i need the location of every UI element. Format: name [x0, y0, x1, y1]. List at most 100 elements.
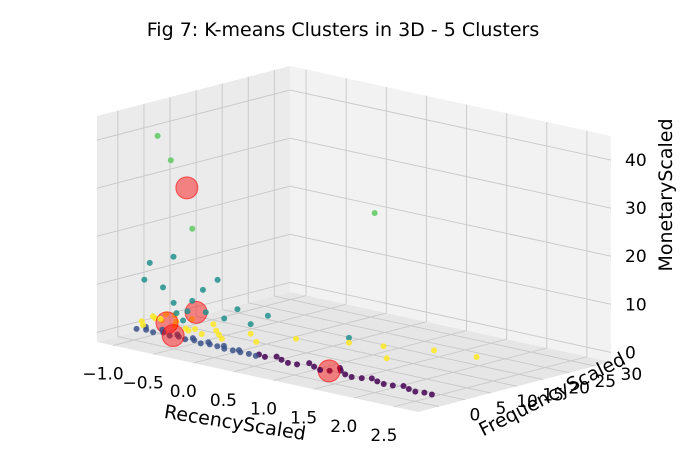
centroid-marker — [161, 324, 185, 348]
y-tick-label: 5 — [496, 399, 507, 419]
data-point — [221, 345, 228, 352]
data-point — [383, 355, 390, 362]
floor-pane — [97, 292, 611, 412]
data-point — [400, 383, 407, 390]
data-point — [368, 375, 375, 382]
data-point — [278, 356, 285, 363]
x-tick-label: 0.0 — [170, 382, 197, 402]
grid-line-x — [153, 303, 347, 355]
grid-line-z — [289, 137, 612, 209]
data-point — [141, 276, 148, 283]
grid-line-x — [233, 321, 427, 373]
data-point — [311, 363, 318, 370]
grid-line-x — [393, 356, 588, 408]
data-point — [294, 361, 301, 368]
grid-line-y — [117, 336, 439, 408]
data-point — [380, 343, 387, 350]
data-point — [160, 284, 167, 291]
x-tick-label: 2.0 — [330, 417, 357, 437]
data-point — [337, 367, 344, 374]
grid-line-z — [289, 89, 612, 161]
data-point — [150, 329, 157, 336]
data-point — [175, 333, 182, 340]
back-pane — [290, 66, 611, 362]
grid-line-y — [169, 322, 492, 394]
data-point — [358, 375, 365, 382]
centroid-marker — [175, 176, 199, 200]
grid-line-z — [289, 185, 612, 257]
data-point — [206, 341, 213, 348]
y-tick-label: 10 — [516, 392, 538, 412]
data-point — [163, 311, 170, 318]
data-point — [237, 349, 244, 356]
data-point — [412, 388, 419, 395]
data-point — [214, 276, 221, 283]
data-point — [421, 389, 428, 396]
tick-labels: −1.0−0.5 0.0 0.5 1.0 1.5 2.0 2.50 5 10 15 20 25 3001… — [82, 151, 646, 446]
data-point — [184, 308, 191, 315]
data-point — [389, 382, 396, 389]
data-point — [229, 347, 236, 354]
grid-line-z — [96, 281, 291, 333]
data-point — [210, 321, 217, 328]
x-tick-label: −0.5 — [123, 373, 164, 393]
data-point — [191, 326, 198, 333]
y-tick-label: 20 — [568, 379, 590, 399]
data-point — [380, 380, 387, 387]
data-point — [180, 317, 187, 324]
data-point — [345, 334, 352, 341]
data-point — [306, 360, 313, 367]
grid-line-x — [313, 338, 507, 390]
data-point — [317, 366, 324, 373]
data-point — [273, 353, 280, 360]
z-tick-label: 0 — [625, 343, 636, 363]
grid-line-x — [112, 295, 307, 346]
data-point — [173, 310, 180, 317]
side-pane — [97, 66, 290, 342]
y-tick-label: 30 — [621, 365, 643, 385]
data-point — [247, 321, 254, 328]
data-point — [167, 157, 174, 164]
data-point — [172, 322, 179, 329]
data-point — [154, 132, 161, 139]
data-point — [189, 297, 196, 304]
grid-line-x — [353, 347, 547, 399]
grid-line-z — [289, 233, 612, 305]
data-point — [185, 327, 192, 334]
data-point — [202, 309, 209, 316]
x-tick-label: 2.5 — [370, 426, 397, 446]
data-point — [431, 347, 438, 354]
y-tick-label: 15 — [542, 385, 564, 405]
data-point — [264, 312, 271, 319]
data-point — [198, 330, 205, 337]
chart-title: Fig 7: K-means Clusters in 3D - 5 Cluste… — [147, 19, 539, 41]
data-point — [160, 329, 167, 336]
data-point — [405, 385, 412, 392]
grid-line-z — [96, 137, 291, 189]
data-point — [189, 316, 196, 323]
data-point — [189, 225, 196, 232]
axis-panes — [97, 66, 611, 412]
data-point — [348, 373, 355, 380]
data-point — [253, 338, 260, 345]
data-point — [214, 343, 221, 350]
data-point — [143, 326, 150, 333]
grid-line-z — [96, 233, 291, 285]
grid-line-x — [193, 312, 387, 364]
grid-line-z — [289, 281, 612, 353]
z-tick-label: 40 — [625, 151, 647, 171]
grid-line-y — [274, 295, 596, 367]
x-tick-label: 1.0 — [250, 400, 277, 420]
data-point — [170, 253, 177, 260]
data-point — [374, 378, 381, 385]
data-point — [247, 330, 254, 337]
data-point — [170, 299, 177, 306]
data-point — [157, 315, 164, 322]
data-point — [371, 209, 378, 216]
grid-line-y — [248, 302, 570, 374]
data-point — [252, 352, 259, 359]
grid-line-z — [96, 89, 291, 141]
z-tick-label: 10 — [625, 295, 647, 315]
data-point — [342, 371, 349, 378]
